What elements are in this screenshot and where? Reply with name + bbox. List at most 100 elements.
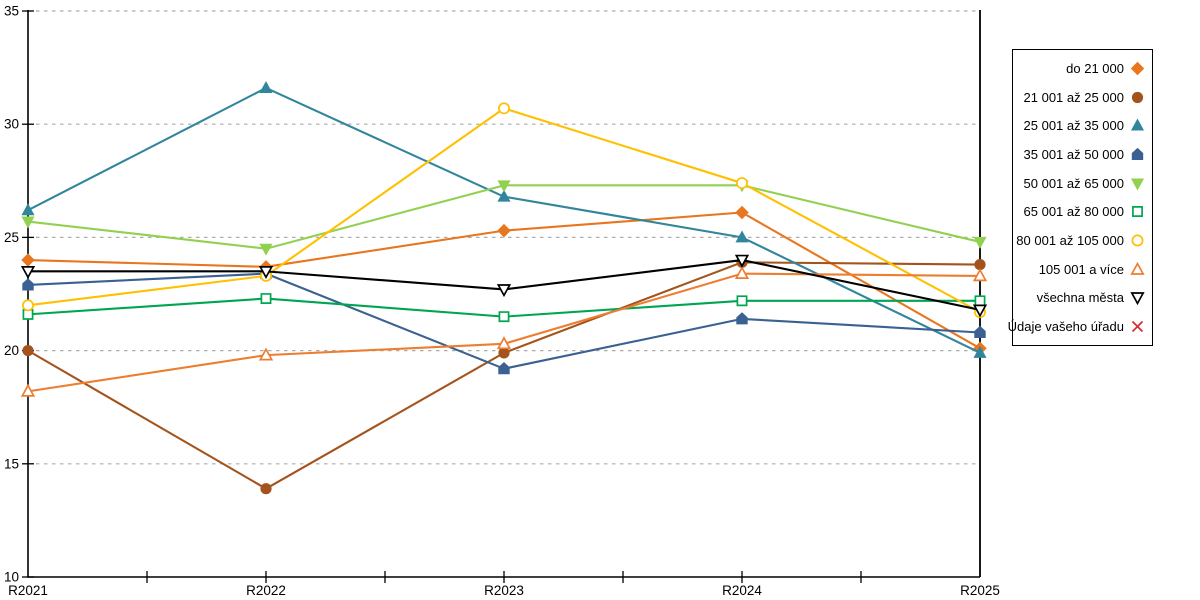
legend-triangle-up-icon	[1130, 261, 1145, 275]
marker-shape	[21, 216, 35, 229]
marker-shape	[735, 205, 749, 220]
legend-item[interactable]: 80 001 až 105 000	[1013, 226, 1152, 254]
legend-item[interactable]: 25 001 až 35 000	[1013, 112, 1152, 140]
legend: do 21 000 21 001 až 25 000 25 001 až 35 00…	[1008, 49, 1153, 346]
marker-circle-icon	[498, 102, 510, 115]
marker-shape	[20, 266, 36, 280]
marker-shape	[258, 266, 274, 280]
marker-shape	[259, 81, 273, 93]
marker-x-icon	[1131, 320, 1144, 333]
marker-shape	[974, 325, 986, 338]
marker-shape	[1131, 320, 1144, 333]
legend-item[interactable]: 65 001 až 80 000	[1013, 198, 1152, 226]
marker-shape	[22, 345, 34, 357]
marker-square-icon	[1132, 206, 1143, 218]
marker-pentagon-icon	[736, 312, 748, 325]
legend-label: 25 001 až 35 000	[1023, 118, 1124, 134]
legend-item[interactable]: 21 001 až 25 000	[1013, 83, 1152, 111]
marker-shape	[735, 230, 749, 243]
marker-shape	[736, 177, 748, 190]
marker-square-icon	[974, 295, 986, 307]
marker-shape	[1130, 178, 1145, 191]
marker-circle-icon	[1131, 234, 1144, 247]
marker-triangle-up-icon	[259, 81, 273, 93]
marker-shape	[1131, 147, 1144, 160]
legend-item[interactable]: všechna města	[1013, 284, 1152, 312]
marker-triangle-up-icon	[20, 383, 36, 397]
marker-shape	[734, 254, 750, 268]
marker-shape	[258, 347, 274, 361]
marker-triangle-up-icon	[1130, 118, 1145, 131]
marker-pentagon-icon	[1131, 147, 1144, 160]
legend-item[interactable]: 50 001 až 65 000	[1013, 169, 1152, 197]
marker-triangle-up-icon	[735, 230, 749, 243]
y-tick-label: 25	[4, 230, 19, 245]
x-tick-label: R2024	[722, 583, 762, 598]
marker-shape	[498, 362, 510, 375]
marker-triangle-down-icon	[21, 216, 35, 229]
marker-shape	[497, 189, 511, 202]
marker-shape	[974, 295, 986, 307]
marker-triangle-up-icon	[258, 347, 274, 361]
legend-square-icon	[1132, 206, 1143, 218]
marker-shape	[1131, 234, 1144, 247]
marker-square-icon	[498, 311, 510, 323]
marker-shape	[498, 102, 510, 115]
marker-square-icon	[736, 295, 748, 307]
legend-circle-icon	[1131, 234, 1144, 247]
legend-label: 80 001 až 105 000	[1016, 232, 1124, 248]
marker-shape	[22, 278, 34, 291]
legend-pentagon-icon	[1131, 147, 1144, 160]
x-tick-label: R2022	[246, 583, 286, 598]
marker-circle-icon	[22, 345, 34, 357]
marker-shape	[498, 347, 510, 359]
y-tick-label: 30	[4, 117, 19, 132]
legend-label: všechna města	[1036, 290, 1124, 306]
marker-triangle-down-icon	[497, 180, 511, 193]
marker-shape	[496, 284, 512, 298]
legend-item[interactable]: Údaje vašeho úřadu	[1008, 313, 1152, 341]
legend-item[interactable]: do 21 000	[1013, 54, 1152, 82]
legend-item[interactable]: 105 001 a více	[1013, 255, 1152, 283]
y-tick-label: 10	[4, 570, 19, 585]
marker-triangle-down-icon	[972, 304, 988, 318]
marker-triangle-down-icon	[1130, 178, 1145, 191]
marker-square-icon	[260, 293, 272, 304]
marker-shape	[1130, 118, 1145, 131]
legend-label: 65 001 až 80 000	[1023, 204, 1124, 220]
marker-shape	[496, 336, 512, 350]
marker-shape	[21, 253, 35, 267]
marker-shape	[1130, 261, 1145, 275]
marker-triangle-down-icon	[1130, 292, 1145, 306]
marker-shape	[736, 312, 748, 325]
marker-shape	[21, 203, 35, 216]
legend-label: 35 001 až 50 000	[1023, 146, 1124, 162]
marker-shape	[736, 295, 748, 307]
marker-shape	[22, 299, 34, 312]
marker-triangle-up-icon	[497, 189, 511, 202]
legend-circle-icon	[1131, 91, 1144, 103]
marker-pentagon-icon	[498, 362, 510, 375]
legend-label: do 21 000	[1066, 60, 1124, 76]
marker-triangle-up-icon	[1130, 261, 1145, 275]
x-tick-label: R2023	[484, 583, 524, 598]
marker-shape	[734, 265, 750, 279]
marker-triangle-up-icon	[496, 336, 512, 350]
marker-triangle-down-icon	[496, 284, 512, 298]
legend-label: 50 001 až 65 000	[1023, 175, 1124, 191]
marker-triangle-down-icon	[258, 266, 274, 280]
marker-shape	[1132, 206, 1143, 218]
marker-triangle-up-icon	[734, 265, 750, 279]
x-tick-label: R2021	[8, 583, 48, 598]
marker-shape	[974, 258, 986, 271]
legend-item[interactable]: 35 001 až 50 000	[1013, 140, 1152, 168]
marker-diamond-icon	[21, 253, 35, 267]
marker-shape	[497, 223, 511, 238]
marker-shape	[1130, 292, 1145, 306]
marker-shape	[260, 483, 272, 495]
y-tick-label: 15	[4, 456, 19, 471]
y-tick-label: 20	[4, 343, 19, 358]
marker-shape	[497, 180, 511, 193]
